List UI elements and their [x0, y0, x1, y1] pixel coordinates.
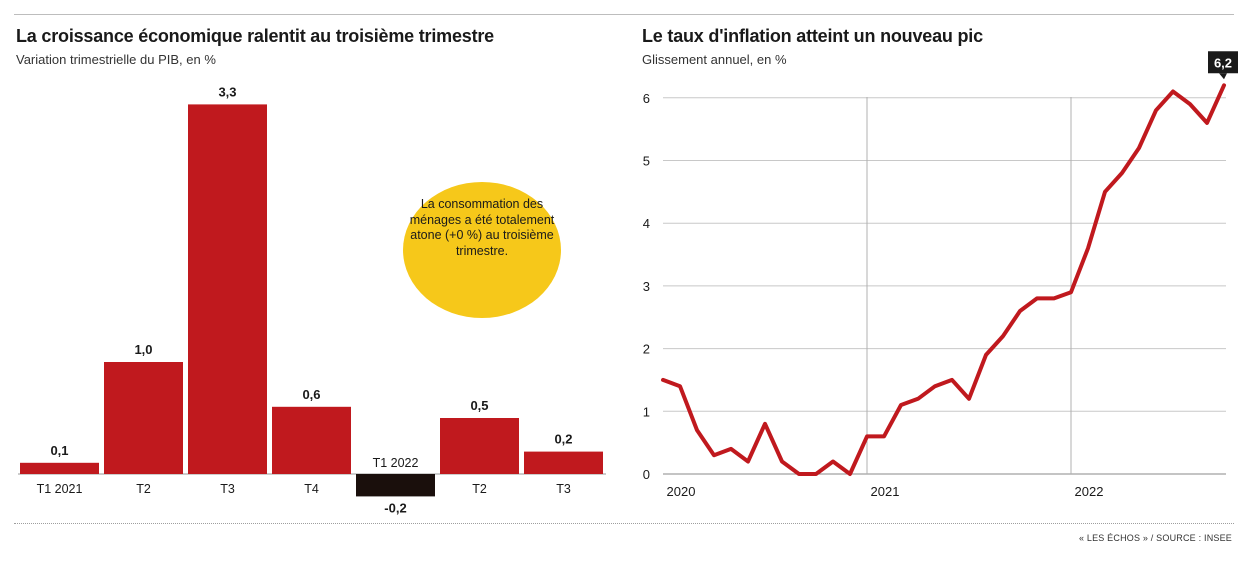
line-chart-subtitle: Glissement annuel, en %: [642, 52, 787, 67]
annotation-bubble: [403, 182, 561, 318]
bar-value-label: 1,0: [134, 342, 152, 357]
bar-category-label: T2: [472, 482, 487, 496]
bar: [524, 451, 603, 474]
y-tick-label: 3: [643, 279, 650, 294]
bar: [356, 474, 435, 497]
bar-value-label: 0,5: [470, 398, 488, 413]
bar-value-label: 0,6: [302, 387, 320, 402]
bar: [272, 406, 351, 474]
annotation-text: La consommation des ménages a été totale…: [409, 197, 555, 258]
bar-category-label: T1 2021: [37, 482, 83, 496]
source-credit: « LES ÉCHOS » / SOURCE : INSEE: [1078, 533, 1232, 543]
y-tick-label: 5: [643, 154, 650, 169]
bar-value-label: 0,1: [50, 443, 68, 458]
bar-category-label: T4: [304, 482, 319, 496]
line-chart: 0 1 2 3 4 5 6 2020 2021 2022 6,2: [643, 51, 1238, 499]
bar-category-label: T3: [220, 482, 235, 496]
x-tick-label: 2022: [1075, 484, 1104, 499]
bar: [188, 104, 267, 475]
y-tick-label: 6: [643, 91, 650, 106]
y-tick-label: 2: [643, 342, 650, 357]
y-tick-label: 1: [643, 404, 650, 419]
bar: [104, 362, 183, 474]
line-chart-title: Le taux d'inflation atteint un nouveau p…: [642, 26, 983, 46]
bar-value-label: 3,3: [218, 84, 236, 99]
bar-chart-subtitle: Variation trimestrielle du PIB, en %: [16, 52, 216, 67]
callout-label: 6,2: [1214, 55, 1232, 70]
x-tick-label: 2021: [871, 484, 900, 499]
bar-category-label: T1 2022: [373, 456, 419, 470]
callout-pointer: [1219, 73, 1227, 80]
bar-chart-title: La croissance économique ralentit au tro…: [16, 26, 494, 46]
y-tick-label: 4: [643, 216, 650, 231]
bottom-rule: [14, 523, 1234, 524]
bar: [440, 418, 519, 474]
callout-box: [1208, 51, 1238, 74]
y-tick-label: 0: [643, 467, 650, 482]
bar: [20, 462, 99, 474]
x-tick-label: 2020: [667, 484, 696, 499]
bar-value-label: -0,2: [384, 500, 406, 515]
bar-category-label: T2: [136, 482, 151, 496]
inflation-series-line: [661, 83, 1226, 476]
top-rule: [14, 14, 1234, 15]
bar-value-label: 0,2: [554, 432, 572, 447]
bar-category-label: T3: [556, 482, 571, 496]
bar-chart: 0,1 T1 2021 1,0 T2 3,3 T3 0,6 T4 -0,2 T1 2022 0,5 T…: [18, 84, 606, 515]
